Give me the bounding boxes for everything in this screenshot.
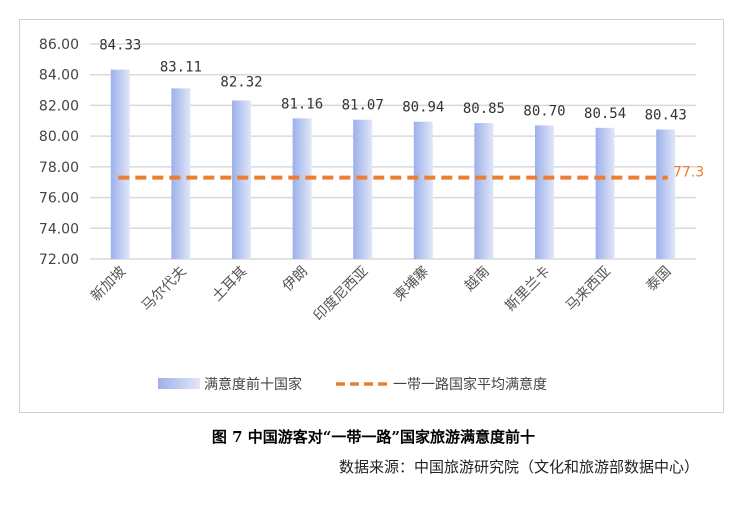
bar <box>110 69 130 260</box>
y-tick-label: 82.00 <box>39 98 79 114</box>
data-label: 83.11 <box>160 59 202 75</box>
bar <box>171 88 191 259</box>
legend-bar-swatch <box>158 378 200 389</box>
bar <box>232 100 251 259</box>
legend: 满意度前十国家 一带一路国家平均满意度 <box>158 376 547 393</box>
x-tick-label: 马尔代夫 <box>139 264 190 315</box>
bar <box>413 121 433 259</box>
x-tick-label: 伊朗 <box>280 264 311 295</box>
y-tick-label: 74.00 <box>39 221 79 237</box>
x-tick-label: 柬埔寨 <box>390 263 432 305</box>
bar <box>353 119 373 259</box>
data-label: 80.43 <box>645 108 687 124</box>
bar <box>474 123 494 259</box>
x-tick-label: 土耳其 <box>209 264 250 305</box>
legend-line-label: 一带一路国家平均满意度 <box>393 376 547 393</box>
data-label: 81.16 <box>281 96 323 112</box>
bar <box>595 127 615 259</box>
chart-frame <box>19 19 724 413</box>
data-label: 80.54 <box>584 106 626 122</box>
x-tick-label: 新加坡 <box>88 264 129 305</box>
y-tick-label: 80.00 <box>39 129 79 145</box>
x-tick-label: 泰国 <box>643 264 674 295</box>
x-tick-label: 越南 <box>462 264 493 295</box>
bar-chart: 72.00 74.00 76.00 78.00 80.00 82.00 84.00 86.00… <box>39 37 704 393</box>
figure-caption: 图 7 中国游客对“一带一路”国家旅游满意度前十 <box>211 428 536 446</box>
average-line-label: 77.3 <box>673 165 704 181</box>
bar <box>535 125 554 260</box>
data-label: 81.07 <box>342 98 384 114</box>
y-tick-label: 72.00 <box>39 252 79 268</box>
bar <box>656 129 676 259</box>
data-source: 数据来源：中国旅游研究院（文化和旅游部数据中心） <box>338 458 699 476</box>
x-tick-label: 印度尼西亚 <box>311 264 372 325</box>
x-tick-label: 马来西亚 <box>563 264 614 315</box>
data-label: 82.32 <box>220 75 262 91</box>
y-tick-label: 86.00 <box>39 37 79 53</box>
data-label: 84.33 <box>99 38 141 54</box>
bar <box>292 118 312 259</box>
data-label: 80.70 <box>523 103 565 119</box>
y-tick-label: 78.00 <box>39 160 79 176</box>
data-label: 80.85 <box>463 101 505 117</box>
y-tick-label: 76.00 <box>39 191 79 207</box>
data-label: 80.94 <box>402 100 444 116</box>
y-tick-label: 84.00 <box>39 68 79 84</box>
legend-bar-label: 满意度前十国家 <box>204 376 302 393</box>
x-tick-label: 斯里兰卡 <box>502 264 553 315</box>
